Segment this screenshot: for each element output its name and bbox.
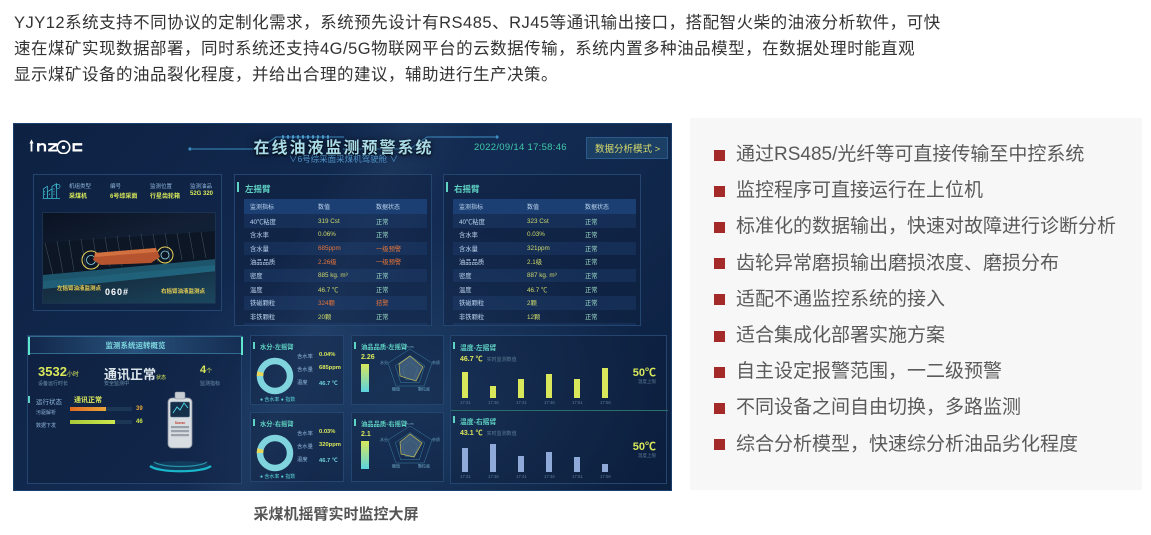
svg-text:粘度: 粘度 bbox=[406, 346, 414, 348]
svg-text:杂质: 杂质 bbox=[432, 436, 440, 442]
svg-text:酸值: 酸值 bbox=[392, 386, 400, 392]
svg-text:水分: 水分 bbox=[380, 436, 388, 442]
svg-text:杂质: 杂质 bbox=[432, 359, 440, 365]
svg-text:酸值: 酸值 bbox=[392, 463, 400, 469]
svg-text:颗粒度: 颗粒度 bbox=[418, 386, 430, 392]
svg-text:水分: 水分 bbox=[380, 359, 388, 365]
svg-text:颗粒度: 颗粒度 bbox=[418, 463, 430, 469]
svg-text:Snwzc: Snwzc bbox=[175, 421, 186, 425]
svg-text:粘度: 粘度 bbox=[406, 423, 414, 425]
